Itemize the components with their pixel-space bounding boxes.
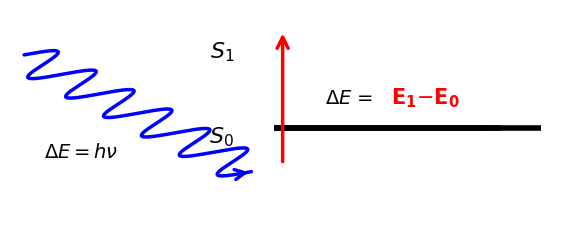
Text: $\Delta E$ =: $\Delta E$ = (325, 89, 376, 108)
Text: $\mathbf{E_1}$$-$$\mathbf{E_0}$: $\mathbf{E_1}$$-$$\mathbf{E_0}$ (391, 87, 459, 110)
Text: $S_1$: $S_1$ (210, 41, 234, 64)
Text: $S_0$: $S_0$ (210, 126, 234, 149)
Text: $\Delta E = h\nu$: $\Delta E = h\nu$ (44, 143, 118, 162)
